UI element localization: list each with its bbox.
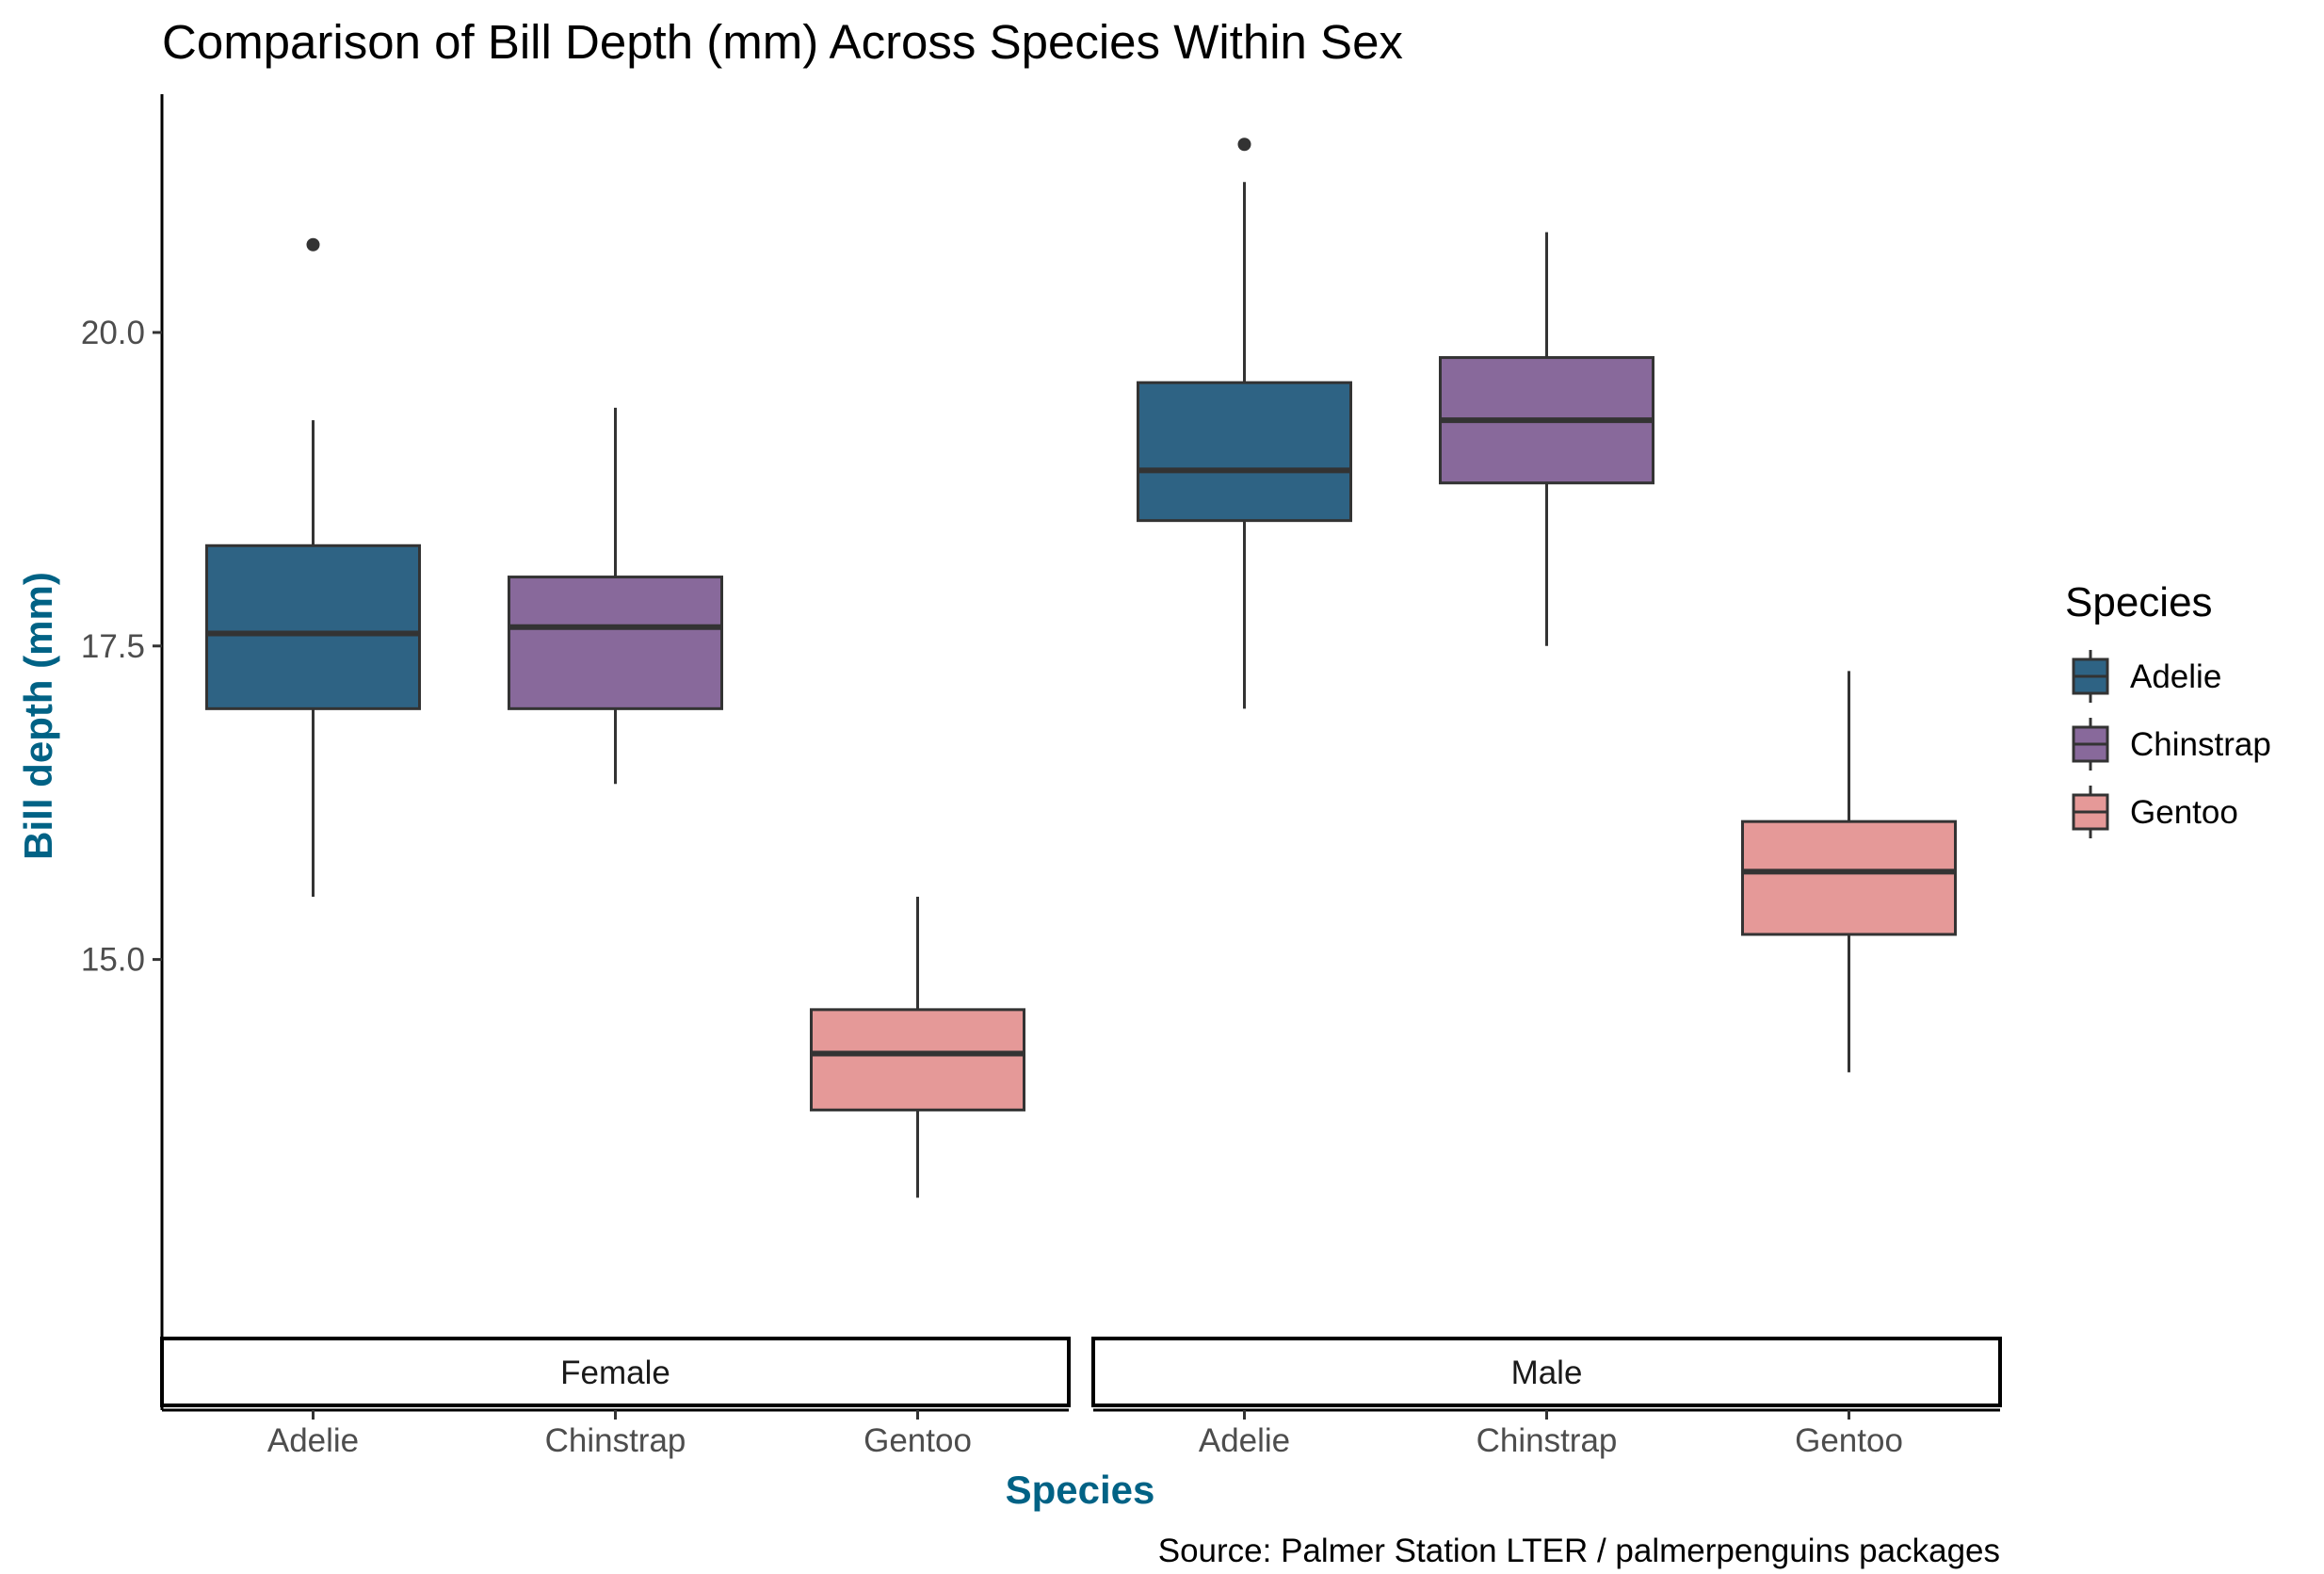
x-tick-label: Gentoo	[1795, 1422, 1903, 1459]
y-axis: 15.0 17.5 20.0	[81, 94, 164, 1410]
legend-item-chinstrap: Chinstrap	[2072, 718, 2271, 771]
facet-strip-label: Female	[560, 1355, 670, 1391]
legend-label: Gentoo	[2130, 794, 2238, 831]
x-tick-label: Chinstrap	[1477, 1422, 1618, 1459]
legend-label: Chinstrap	[2130, 726, 2271, 763]
box-male-gentoo	[1741, 671, 1957, 1073]
box-iqr	[1137, 381, 1352, 523]
chart-title: Comparison of Bill Depth (mm) Across Spe…	[162, 15, 1403, 69]
x-axis: Adelie Chinstrap Gentoo Adelie Chinstrap Gent…	[162, 1408, 2000, 1459]
x-axis-title: Species	[1006, 1468, 1155, 1512]
legend-item-adelie: Adelie	[2072, 650, 2221, 703]
legend-item-gentoo: Gentoo	[2072, 786, 2238, 838]
box-iqr	[508, 576, 723, 710]
box-male-chinstrap	[1439, 232, 1654, 646]
facet-strip-label: Male	[1511, 1355, 1583, 1391]
outlier-point	[306, 237, 320, 252]
facet-strip	[1091, 1337, 2002, 1407]
outlier-point	[1237, 138, 1251, 152]
x-tick-label: Adelie	[1199, 1422, 1290, 1459]
facet-strip	[160, 1337, 1071, 1407]
box-female-adelie	[205, 237, 421, 898]
x-tick-label: Gentoo	[863, 1422, 972, 1459]
plot-area	[205, 138, 1957, 1198]
y-axis-title: Bill depth (mm)	[16, 572, 60, 860]
box-iqr	[1741, 819, 1957, 936]
box-male-adelie	[1137, 138, 1352, 709]
box-female-gentoo	[810, 897, 1025, 1198]
box-iqr	[205, 544, 421, 710]
caption: Source: Palmer Station LTER / palmerpeng…	[1158, 1533, 2000, 1569]
y-tick-label: 15.0	[81, 942, 145, 979]
legend-label: Adelie	[2130, 658, 2221, 695]
legend: Species Adelie Chinstrap Gentoo	[2065, 579, 2271, 838]
box-female-chinstrap	[508, 407, 723, 785]
x-tick-label: Adelie	[267, 1422, 359, 1459]
facet-strips: Female Male	[160, 1337, 2002, 1407]
x-tick-label: Chinstrap	[545, 1422, 686, 1459]
y-tick-label: 17.5	[81, 628, 145, 665]
y-tick-label: 20.0	[81, 315, 145, 351]
box-iqr	[810, 1008, 1025, 1112]
legend-title: Species	[2065, 579, 2213, 625]
